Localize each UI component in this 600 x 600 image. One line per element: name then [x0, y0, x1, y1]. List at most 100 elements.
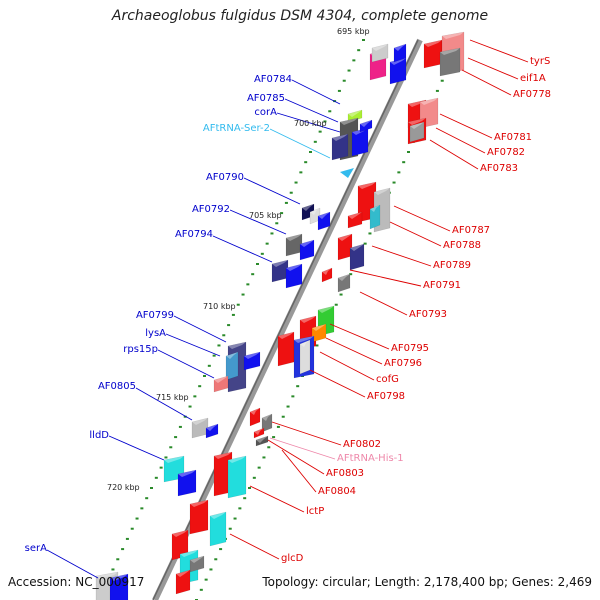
accession-text: Accession: NC_000917 — [8, 575, 145, 589]
gene-arrow — [249, 407, 261, 427]
scale-label-710: 710 kbp — [203, 302, 236, 311]
leader-line — [229, 209, 287, 235]
gene-features — [95, 31, 465, 600]
gene-arrow — [243, 351, 261, 371]
tick-dot — [435, 89, 439, 92]
gene-label-AFtRNA-His-1[interactable]: AFtRNA-His-1 — [337, 453, 404, 464]
gene-label-AF0805[interactable]: AF0805 — [98, 381, 136, 392]
tick-dot — [252, 476, 256, 479]
leader-line — [108, 435, 165, 461]
gene-label-AF0787[interactable]: AF0787 — [452, 225, 490, 236]
gene-label-AF0790[interactable]: AF0790 — [206, 172, 244, 183]
map-title: Archaeoglobus fulgidus DSM 4304, complet… — [111, 8, 489, 24]
gene-label-AF0781[interactable]: AF0781 — [494, 132, 532, 143]
gene-label-cofG[interactable]: cofG — [376, 374, 399, 385]
leader-line — [359, 291, 408, 316]
scale-label-720: 720 kbp — [107, 483, 140, 492]
leader-line — [349, 269, 422, 287]
gene-label-AF0778[interactable]: AF0778 — [513, 89, 551, 100]
leader-line — [276, 112, 341, 133]
gene-label-AF0789[interactable]: AF0789 — [433, 260, 471, 271]
gene-block — [285, 233, 303, 257]
gene-block — [371, 43, 389, 63]
tick-dot — [265, 242, 269, 245]
gene-arrow — [285, 263, 303, 289]
tick-dot — [260, 252, 264, 255]
tick-dot — [257, 466, 261, 469]
gene-label-AF0791[interactable]: AF0791 — [423, 280, 461, 291]
gene-label-AF0804[interactable]: AF0804 — [318, 486, 356, 497]
leader-line — [393, 205, 451, 232]
tick-dot — [363, 242, 367, 245]
tick-dot — [339, 293, 343, 296]
tick-dot — [304, 161, 308, 164]
gene-label-glcD[interactable]: glcD — [281, 553, 304, 564]
leader-line — [229, 533, 280, 560]
gene-label-AF0802[interactable]: AF0802 — [343, 439, 381, 450]
gene-label-AF0782[interactable]: AF0782 — [487, 147, 525, 158]
gene-label-lldD[interactable]: lldD — [89, 430, 109, 441]
gene-label-tyrS[interactable]: tyrS — [530, 56, 550, 67]
genome-summary-text: Topology: circular; Length: 2,178,400 bp… — [262, 575, 592, 589]
gene-arrow — [389, 57, 407, 85]
tick-dot — [251, 273, 255, 276]
tick-dot — [198, 385, 202, 388]
tick-dot — [440, 79, 444, 82]
tick-dot — [289, 191, 293, 194]
tick-dot — [145, 497, 149, 500]
gene-label-lctP[interactable]: lctP — [306, 506, 324, 517]
gene-block — [439, 47, 461, 77]
gene-label-AF0798[interactable]: AF0798 — [367, 391, 405, 402]
tick-dot — [214, 558, 218, 561]
gene-label-AF0803[interactable]: AF0803 — [326, 468, 364, 479]
gene-arrow — [177, 469, 197, 497]
gene-label-AF0785[interactable]: AF0785 — [247, 93, 285, 104]
tick-dot — [178, 425, 182, 428]
leader-line — [249, 485, 305, 513]
gene-label-AF0799[interactable]: AF0799 — [136, 310, 174, 321]
gene-label-lysA[interactable]: lysA — [145, 328, 166, 339]
gene-label-corA[interactable]: corA — [254, 107, 277, 118]
gene-label-AF0796[interactable]: AF0796 — [384, 358, 422, 369]
leader-line — [291, 79, 341, 105]
gene-arrow — [317, 211, 331, 231]
gene-label-serA[interactable]: serA — [25, 543, 47, 554]
gene-label-AF0788[interactable]: AF0788 — [443, 240, 481, 251]
tick-dot — [125, 537, 129, 540]
gene-block — [189, 555, 205, 573]
gene-block — [209, 511, 227, 547]
gene-label-AF0792[interactable]: AF0792 — [192, 204, 230, 215]
leader-line — [435, 127, 486, 154]
tick-dot — [313, 140, 317, 143]
tick-dot — [281, 415, 285, 418]
leader-line — [439, 113, 493, 139]
leader-line — [325, 337, 383, 365]
gene-label-AF0783[interactable]: AF0783 — [480, 163, 518, 174]
tick-dot — [219, 548, 223, 551]
tick-dot — [209, 568, 213, 571]
gene-block — [255, 435, 269, 447]
gene-label-rps15p[interactable]: rps15p — [123, 344, 158, 355]
tick-dot — [272, 436, 276, 439]
tick-dot — [121, 548, 125, 551]
tick-dot — [267, 446, 271, 449]
gene-arrow — [423, 39, 443, 69]
gene-label-AFtRNA-Ser-2[interactable]: AFtRNA-Ser-2 — [203, 123, 270, 134]
leader-line — [157, 349, 215, 379]
gene-label-AF0793[interactable]: AF0793 — [409, 309, 447, 320]
tick-dot — [291, 395, 295, 398]
tick-dot — [347, 69, 351, 72]
leader-line — [173, 315, 227, 343]
tick-dot — [256, 263, 259, 265]
leader-line — [371, 245, 432, 267]
scale-label-700: 700 kbp — [294, 119, 327, 128]
gene-label-AF0795[interactable]: AF0795 — [391, 343, 429, 354]
gene-arrow — [347, 211, 363, 229]
gene-label-eif1A[interactable]: eif1A — [520, 73, 546, 84]
gene-label-AF0794[interactable]: AF0794 — [175, 229, 213, 240]
tick-dot — [337, 89, 341, 92]
gene-block — [347, 109, 363, 123]
gene-label-AF0784[interactable]: AF0784 — [254, 74, 292, 85]
leader-line — [271, 421, 342, 446]
